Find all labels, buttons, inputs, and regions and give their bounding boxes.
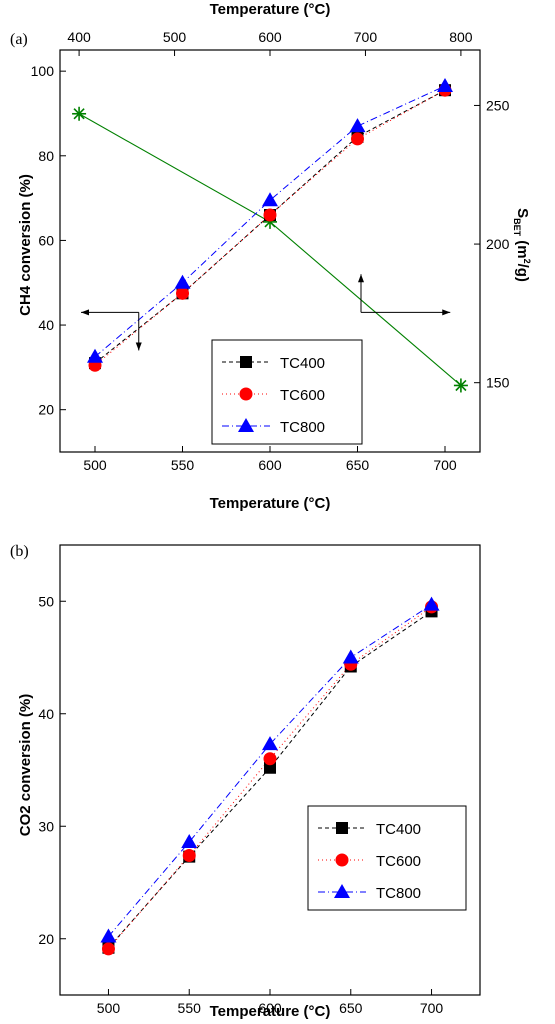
panel-a-x2-tick-label: 500 — [163, 29, 187, 45]
panel-a-y-tick-label: 60 — [38, 232, 54, 248]
panel-b-legend-tc800-marker — [334, 884, 350, 898]
panel-a-y2-tick-label: 150 — [486, 375, 510, 391]
panel-b-label: (b) — [10, 543, 29, 560]
panel-b-x-tick-label: 600 — [258, 1000, 282, 1016]
panel-b-y-tick-label: 30 — [38, 818, 54, 834]
panel-b-tc800-point — [423, 596, 440, 611]
panel-a-legend-tc800-marker — [238, 418, 254, 432]
panel-a-tc800-point — [87, 348, 103, 363]
panel-a-arrows — [81, 274, 451, 351]
panel-a-tc400-line — [94, 89, 446, 364]
panel-a-ticks: 500 550 600 650 700 20 40 60 80 100 400 500 600 700 80… — [31, 29, 510, 473]
panel-a-tc600-point — [351, 132, 364, 146]
panel-a-legend-box — [211, 339, 363, 445]
panel-a: (a) Temperature (°C) Temperature (°C) CH… — [10, 1, 532, 512]
panel-b-x-tick-label: 700 — [420, 1000, 444, 1016]
panel-b-x-tick-label: 500 — [97, 1000, 121, 1016]
panel-a-surface-area-point — [453, 378, 468, 393]
panel-a-x-axis-title: Temperature (°C) — [210, 495, 331, 512]
panel-b-tc800-point — [342, 649, 359, 664]
panel-b-y-tick-label: 40 — [38, 706, 54, 722]
panel-b-legend-tc600-label: TC600 — [376, 853, 421, 870]
panel-a-y-tick-label: 80 — [38, 148, 54, 164]
panel-a-tc600-line — [94, 89, 446, 366]
panel-a-y2-tick-label: 250 — [486, 97, 510, 113]
panel-a-y-tick-label: 40 — [38, 317, 54, 333]
panel-b-tc800-point — [181, 834, 198, 848]
panel-a-tc800-point — [437, 77, 453, 92]
panel-b-tc600-point — [101, 942, 115, 956]
panel-a-x2-tick-label: 700 — [354, 29, 378, 45]
panel-a-tc800-point — [174, 274, 191, 289]
panel-b-y-axis-title: CO2 conversion (%) — [17, 694, 34, 837]
panel-a-y-tick-label: 100 — [31, 63, 55, 79]
panel-a-tc800-point — [349, 118, 366, 133]
panel-b-x-tick-label: 650 — [339, 1000, 363, 1016]
panel-a-arrow-head-vertical — [135, 342, 142, 351]
panel-a-x-tick-label: 700 — [433, 457, 457, 473]
panel-a-y2-axis-title: SBET (m2/g) — [512, 208, 532, 282]
panel-a-legend-tc400-label: TC400 — [280, 355, 325, 372]
panel-b-legend-tc800-label: TC800 — [376, 885, 421, 902]
panel-a-x2-tick-label: 600 — [258, 29, 282, 45]
panel-a-series — [72, 77, 468, 393]
panel-a-arrow-head-horizontal — [442, 309, 451, 316]
panel-b-ticks: 500 550 600 650 700 20 30 40 50 — [38, 593, 443, 1016]
panel-a-x2-tick-label: 800 — [449, 29, 473, 45]
panel-b-tc600-point — [182, 849, 196, 862]
panel-b: (b) Temperature (°C) CO2 conversion (%) … — [10, 543, 481, 1020]
panel-a-x-tick-label: 550 — [171, 457, 195, 473]
panel-a-legend-tc600-label: TC600 — [280, 387, 325, 404]
panel-a-x2-tick-label: 400 — [67, 29, 91, 45]
panel-a-x-tick-label: 500 — [83, 457, 107, 473]
panel-a-y-tick-label: 20 — [38, 402, 54, 418]
panel-a-legend-tc400-marker — [240, 356, 252, 368]
panel-a-top-axis-title: Temperature (°C) — [210, 1, 331, 18]
panel-a-tc600-point — [176, 286, 189, 300]
panel-b-legend: TC400 TC600 TC800 — [307, 805, 467, 911]
panel-b-legend-box — [307, 805, 467, 911]
panel-b-series — [100, 596, 440, 956]
panel-a-x-tick-label: 650 — [346, 457, 370, 473]
panel-a-arrow-head-vertical — [358, 274, 364, 283]
panel-a-legend-tc800-label: TC800 — [280, 419, 325, 436]
panel-a-legend: TC400 TC600 TC800 — [211, 339, 363, 445]
panel-a-surface-area-point — [72, 106, 87, 121]
panel-b-legend-tc400-marker — [336, 822, 348, 834]
panel-a-tc800-point — [262, 192, 278, 207]
panel-a-y2-tick-label: 200 — [486, 236, 510, 252]
panel-a-x-tick-label: 600 — [258, 457, 282, 473]
panel-b-tc400-point — [264, 761, 276, 774]
panel-b-y-tick-label: 20 — [38, 931, 54, 947]
panel-a-label: (a) — [10, 31, 28, 48]
panel-b-y-tick-label: 50 — [38, 593, 54, 609]
panel-b-x-tick-label: 550 — [178, 1000, 202, 1016]
panel-b-legend-tc600-marker — [335, 853, 349, 867]
panel-b-tc600-point — [263, 752, 277, 766]
panel-b-tc800-point — [262, 736, 278, 751]
panel-a-tc600-point — [263, 208, 277, 222]
panel-b-tc800-point — [100, 928, 117, 943]
panel-b-x-axis-title: Temperature (°C) — [210, 1003, 331, 1020]
panel-a-y-axis-title: CH4 conversion (%) — [17, 174, 34, 316]
panel-a-arrow-head-horizontal — [81, 309, 89, 316]
panel-a-legend-tc600-marker — [239, 387, 253, 401]
panel-b-legend-tc400-label: TC400 — [376, 821, 421, 838]
